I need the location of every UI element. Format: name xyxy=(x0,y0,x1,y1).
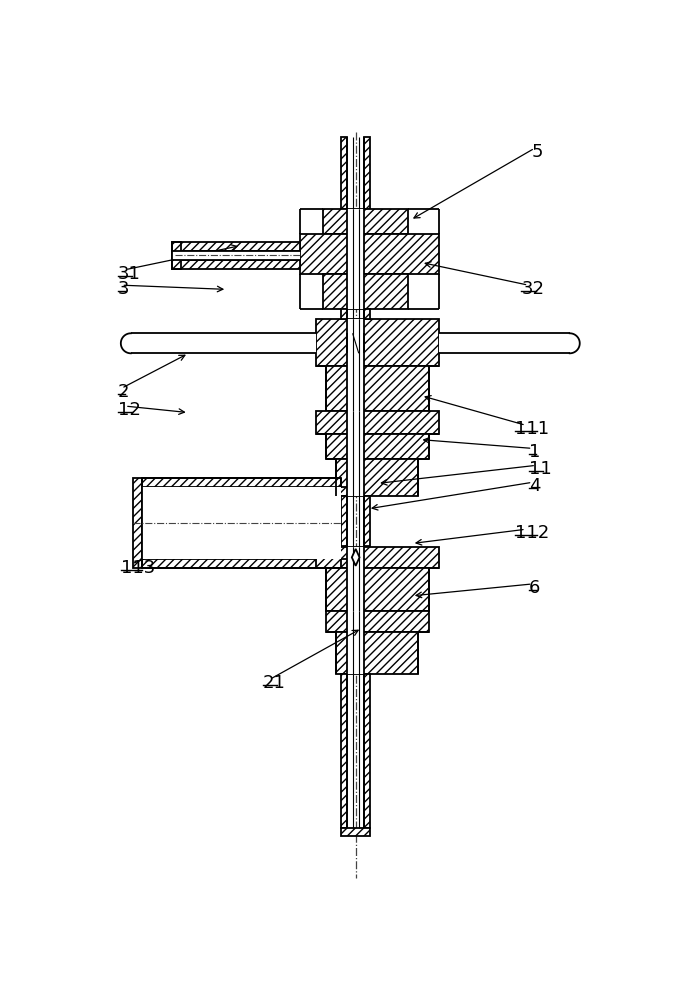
Polygon shape xyxy=(352,549,359,566)
Bar xyxy=(316,319,439,366)
Bar xyxy=(364,309,371,319)
Bar xyxy=(121,333,316,353)
Bar xyxy=(133,478,142,568)
Bar xyxy=(347,547,364,611)
Text: 11: 11 xyxy=(529,460,552,478)
Bar xyxy=(171,260,301,269)
Bar xyxy=(316,547,439,568)
Bar xyxy=(337,632,418,674)
Text: 111: 111 xyxy=(515,420,549,438)
Bar xyxy=(341,828,371,836)
Text: 32: 32 xyxy=(521,280,544,298)
Bar xyxy=(347,611,364,674)
Bar xyxy=(347,209,364,309)
Bar xyxy=(171,242,181,269)
Bar xyxy=(341,496,347,546)
Bar xyxy=(316,411,439,434)
Text: 6: 6 xyxy=(529,579,541,597)
Bar xyxy=(142,487,341,559)
Text: 21: 21 xyxy=(262,674,285,692)
Bar xyxy=(301,234,439,274)
Bar xyxy=(142,559,341,568)
Bar xyxy=(142,478,341,487)
Bar xyxy=(323,209,408,234)
Bar xyxy=(171,251,301,260)
Bar xyxy=(337,459,418,496)
Bar xyxy=(341,137,347,209)
Text: 1: 1 xyxy=(529,443,541,461)
Bar xyxy=(323,274,408,309)
Bar xyxy=(439,333,579,353)
Bar xyxy=(325,611,429,632)
Text: 2: 2 xyxy=(118,383,129,401)
Text: 12: 12 xyxy=(118,401,141,419)
Bar xyxy=(325,366,429,411)
Text: 113: 113 xyxy=(121,559,155,577)
Bar xyxy=(347,411,364,496)
Text: 4: 4 xyxy=(529,477,541,495)
Bar xyxy=(341,674,347,828)
Bar xyxy=(341,309,347,319)
Text: 112: 112 xyxy=(515,524,550,542)
Bar xyxy=(325,568,429,611)
Text: 3: 3 xyxy=(118,280,129,298)
Bar xyxy=(364,137,371,209)
Bar xyxy=(364,674,371,828)
Bar xyxy=(347,319,364,411)
Bar xyxy=(364,496,371,546)
Text: 5: 5 xyxy=(531,143,543,161)
Bar xyxy=(325,434,429,459)
Text: 31: 31 xyxy=(118,265,141,283)
Bar xyxy=(171,242,301,251)
